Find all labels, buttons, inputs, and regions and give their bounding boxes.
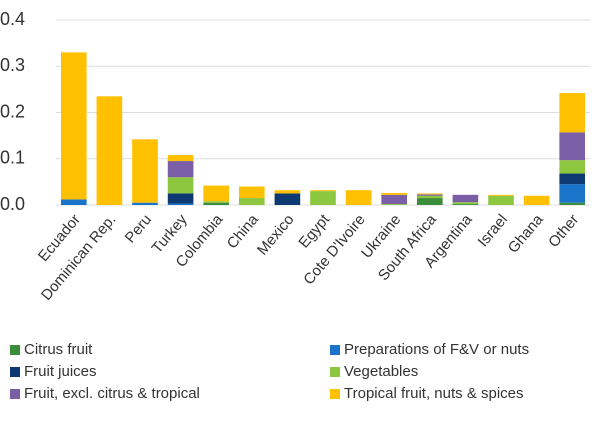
legend-swatch	[10, 389, 20, 399]
bar-segment	[452, 194, 479, 203]
bar-segment	[559, 132, 586, 161]
bar-segment	[416, 195, 443, 199]
bar-segment	[274, 193, 301, 205]
legend-label: Fruit, excl. citrus & tropical	[24, 385, 200, 402]
bar-segment	[132, 202, 158, 205]
legend-swatch	[10, 367, 20, 377]
bar-segment	[381, 192, 408, 195]
bar-segment	[381, 194, 408, 205]
x-tick-label: Mexico	[254, 211, 298, 258]
bar-segment	[203, 202, 230, 205]
bar-segment	[559, 184, 586, 203]
bar-segment	[96, 96, 123, 205]
bar-segment	[274, 190, 301, 194]
bar-segment	[60, 52, 87, 200]
y-tick-label: 0.1	[0, 148, 25, 168]
legend-label: Vegetables	[344, 363, 418, 380]
bar-segment	[345, 190, 372, 205]
bar-segment	[167, 203, 194, 205]
bar-segment	[381, 204, 408, 205]
bar-segment	[416, 198, 443, 205]
legend-swatch	[330, 345, 340, 355]
legend-label: Fruit juices	[24, 363, 97, 380]
bar-segment	[452, 204, 479, 205]
x-tick-label: Other	[545, 211, 582, 251]
y-tick-label: 0.4	[0, 9, 25, 29]
bar-segment	[310, 191, 336, 205]
bar-segment	[559, 173, 586, 185]
bar-segment	[167, 161, 194, 178]
bar-segment	[559, 93, 586, 133]
bar-segment	[167, 193, 194, 204]
legend-swatch	[330, 367, 340, 377]
bar-segment	[203, 201, 230, 203]
bar-segment	[310, 190, 336, 192]
bar-segment	[416, 193, 443, 195]
legend-swatch	[330, 389, 340, 399]
bar-segment	[132, 139, 158, 203]
legend-swatch	[10, 345, 20, 355]
x-tick-label: Ghana	[505, 211, 547, 257]
x-tick-label: Peru	[122, 211, 155, 246]
bar-segment	[559, 202, 586, 205]
bar-segment	[452, 202, 479, 205]
bar-segment	[167, 155, 194, 162]
legend-label: Tropical fruit, nuts & spices	[344, 385, 524, 402]
bar-segment	[488, 194, 514, 196]
bar-segment	[203, 185, 230, 202]
bar-segment	[238, 198, 265, 205]
bar-segment	[488, 195, 514, 205]
legend-label: Preparations of F&V or nuts	[344, 341, 529, 358]
legend-label: Citrus fruit	[24, 341, 93, 358]
bar-segment	[416, 194, 443, 196]
y-tick-label: 0.2	[0, 101, 25, 121]
bar-segment	[559, 160, 586, 174]
bar-segment	[60, 199, 87, 205]
bar-segment	[523, 195, 550, 205]
bar-segment	[238, 186, 265, 199]
y-tick-label: 0.3	[0, 55, 25, 75]
bar-segment	[167, 177, 194, 194]
y-tick-label: 0.0	[0, 194, 25, 214]
